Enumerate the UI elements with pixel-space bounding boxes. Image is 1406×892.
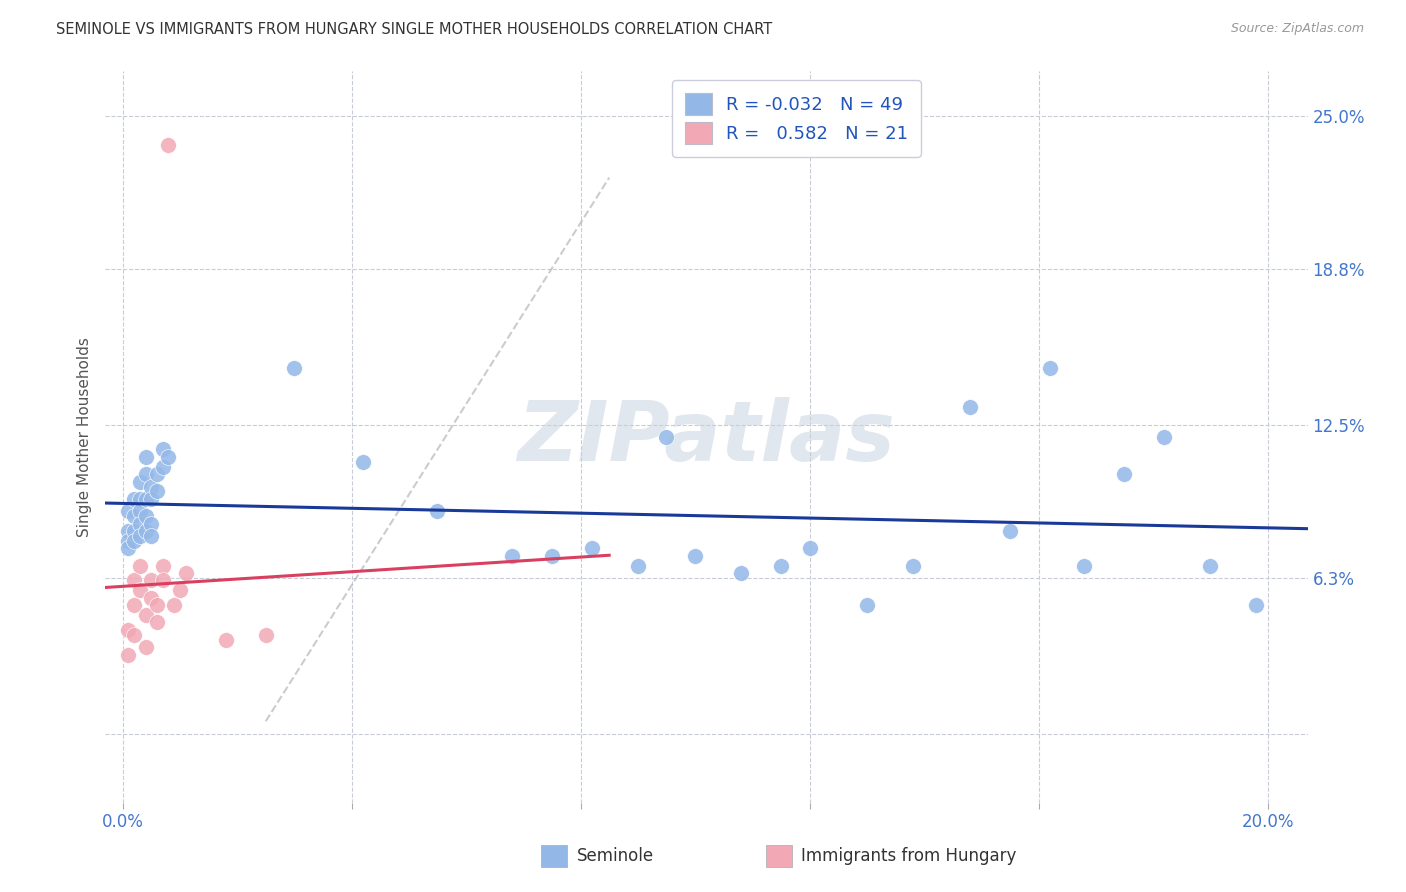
- Point: [214, 632, 236, 647]
- Point: [117, 623, 139, 637]
- Point: [501, 549, 523, 563]
- Point: [169, 583, 191, 598]
- Point: [122, 574, 145, 588]
- Point: [128, 491, 150, 506]
- Legend: R = -0.032   N = 49, R =   0.582   N = 21: R = -0.032 N = 49, R = 0.582 N = 21: [672, 80, 921, 157]
- Point: [1153, 430, 1175, 444]
- Point: [122, 509, 145, 524]
- Point: [146, 615, 169, 630]
- Point: [141, 479, 163, 493]
- Point: [122, 628, 145, 642]
- Point: [122, 598, 145, 612]
- Point: [122, 524, 145, 538]
- Point: [128, 529, 150, 543]
- Point: [157, 138, 180, 153]
- Point: [141, 516, 163, 531]
- Point: [581, 541, 603, 556]
- Point: [141, 574, 163, 588]
- Point: [769, 558, 792, 573]
- Point: [128, 516, 150, 531]
- Point: [135, 491, 157, 506]
- Point: [855, 598, 877, 612]
- Point: [152, 459, 174, 474]
- Point: [730, 566, 752, 580]
- Point: [998, 524, 1021, 538]
- Point: [426, 504, 449, 518]
- Text: SEMINOLE VS IMMIGRANTS FROM HUNGARY SINGLE MOTHER HOUSEHOLDS CORRELATION CHART: SEMINOLE VS IMMIGRANTS FROM HUNGARY SING…: [56, 22, 772, 37]
- Point: [1039, 360, 1062, 375]
- Point: [128, 558, 150, 573]
- Point: [655, 430, 678, 444]
- Point: [146, 598, 169, 612]
- Point: [163, 598, 186, 612]
- Point: [141, 591, 163, 605]
- Point: [352, 455, 374, 469]
- Point: [1244, 598, 1267, 612]
- Point: [1073, 558, 1095, 573]
- Point: [174, 566, 197, 580]
- Point: [122, 491, 145, 506]
- Point: [541, 549, 564, 563]
- Point: [683, 549, 706, 563]
- Point: [146, 467, 169, 482]
- Point: [135, 607, 157, 622]
- Point: [157, 450, 180, 464]
- Point: [254, 628, 277, 642]
- Point: [283, 360, 305, 375]
- Point: [152, 558, 174, 573]
- Text: Seminole: Seminole: [576, 847, 654, 865]
- Point: [141, 529, 163, 543]
- Point: [135, 467, 157, 482]
- Point: [141, 491, 163, 506]
- Point: [959, 401, 981, 415]
- Point: [135, 509, 157, 524]
- Point: [128, 504, 150, 518]
- Point: [135, 640, 157, 654]
- Point: [117, 648, 139, 662]
- Point: [1114, 467, 1136, 482]
- Text: Immigrants from Hungary: Immigrants from Hungary: [801, 847, 1017, 865]
- Point: [146, 484, 169, 499]
- Text: Source: ZipAtlas.com: Source: ZipAtlas.com: [1230, 22, 1364, 36]
- Point: [799, 541, 821, 556]
- Y-axis label: Single Mother Households: Single Mother Households: [77, 337, 93, 537]
- Point: [128, 475, 150, 489]
- Point: [117, 533, 139, 548]
- Point: [152, 574, 174, 588]
- Point: [152, 442, 174, 457]
- Text: ZIPatlas: ZIPatlas: [517, 397, 896, 477]
- Point: [117, 541, 139, 556]
- Point: [122, 533, 145, 548]
- Point: [627, 558, 650, 573]
- Point: [117, 504, 139, 518]
- Point: [117, 524, 139, 538]
- Point: [135, 450, 157, 464]
- Point: [1199, 558, 1222, 573]
- Point: [128, 583, 150, 598]
- Point: [901, 558, 924, 573]
- Point: [135, 524, 157, 538]
